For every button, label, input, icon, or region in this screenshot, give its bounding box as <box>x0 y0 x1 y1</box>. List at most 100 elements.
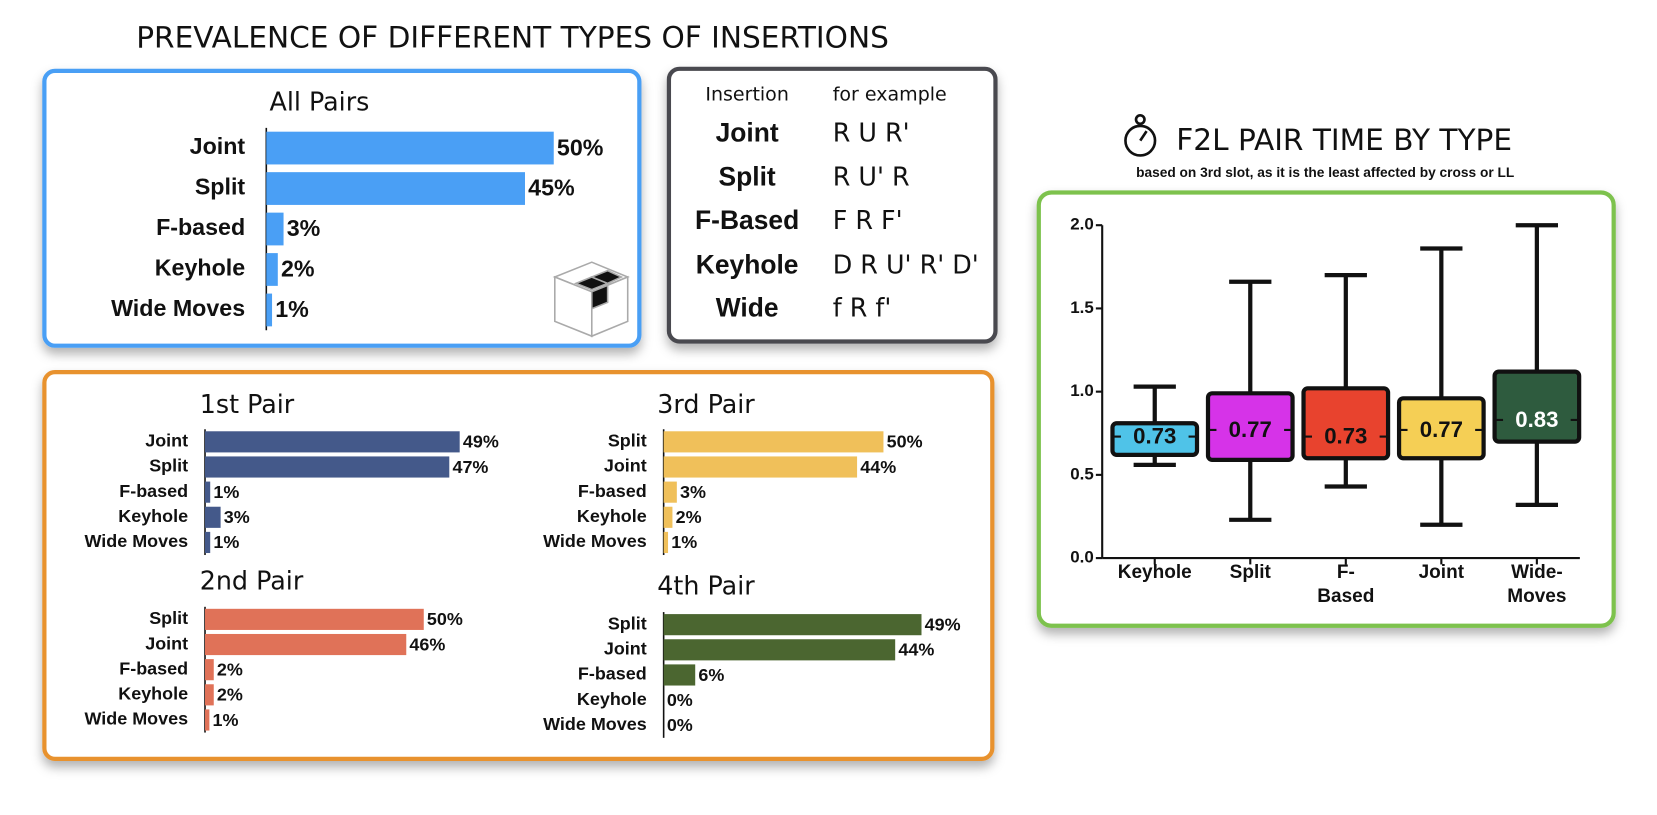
stopwatch-icon <box>1124 113 1157 157</box>
value-label: 44% <box>860 457 896 477</box>
value-label: 2% <box>217 685 243 705</box>
value-label: 49% <box>925 614 961 634</box>
table-cell: Split <box>719 162 776 192</box>
table-panel <box>666 66 998 344</box>
category-label: Joint <box>145 633 188 653</box>
bar <box>663 639 896 661</box>
category-label: F-based <box>156 214 245 240</box>
category-label: Joint <box>604 639 647 659</box>
box <box>1492 369 1582 444</box>
category-label: Split <box>149 456 188 476</box>
y-tick-label: 2.0 <box>1070 215 1093 234</box>
value-label: 46% <box>409 634 445 654</box>
x-tick-label: Wide-Moves <box>1507 562 1566 607</box>
box <box>1110 421 1200 458</box>
chart-subtitle: based on 3rd slot, as it is the least af… <box>1136 165 1514 180</box>
bar <box>205 709 210 731</box>
table-cell: F-Based <box>695 205 799 235</box>
chart-title: 3rd Pair <box>657 389 755 419</box>
x-tick-label: Joint <box>1419 562 1465 583</box>
category-label: Keyhole <box>577 506 647 526</box>
x-tick-label: F-Based <box>1317 562 1374 607</box>
category-label: Wide Moves <box>111 295 245 321</box>
bar <box>205 684 214 706</box>
table-cell: Wide <box>716 293 779 323</box>
table-cell: Joint <box>716 117 779 147</box>
x-tick-label: Keyhole <box>1118 562 1192 583</box>
cube-icon <box>552 261 630 338</box>
value-label: 49% <box>463 432 499 452</box>
table-header: for example <box>833 84 947 106</box>
value-label: 2% <box>676 507 702 527</box>
value-label: 50% <box>427 609 463 629</box>
chart-title: 1st Pair <box>200 389 295 419</box>
table-cell: F R F' <box>833 205 903 235</box>
bar <box>205 456 450 478</box>
value-label: 2% <box>281 256 315 282</box>
category-label: Joint <box>145 431 188 451</box>
table-cell: R U' R <box>833 162 910 192</box>
value-label: 3% <box>224 507 250 527</box>
category-label: Split <box>195 174 246 200</box>
main-title: PREVALENCE OF DIFFERENT TYPES OF INSERTI… <box>136 21 889 55</box>
bar <box>266 293 273 327</box>
value-label: 50% <box>557 134 604 160</box>
bar <box>205 608 424 630</box>
bar <box>205 633 407 656</box>
bar <box>663 506 673 528</box>
bar <box>266 131 554 165</box>
value-label: 45% <box>528 175 575 201</box>
category-label: Keyhole <box>118 506 188 526</box>
bar <box>663 614 922 636</box>
value-label: 3% <box>680 482 706 502</box>
value-label: 50% <box>887 432 923 452</box>
bar <box>205 531 211 554</box>
box <box>1301 386 1391 461</box>
value-label: 44% <box>898 640 934 660</box>
category-label: Split <box>149 608 188 628</box>
table-cell: Keyhole <box>696 249 799 279</box>
category-label: Keyhole <box>577 689 647 709</box>
category-label: Wide Moves <box>85 709 189 729</box>
bar <box>205 481 211 503</box>
value-label: 0% <box>667 690 693 710</box>
x-tick-label: Split <box>1230 562 1272 583</box>
category-label: Wide Moves <box>543 531 647 551</box>
category-label: F-based <box>578 664 647 684</box>
bar <box>663 664 696 686</box>
table-cell: R U R' <box>833 117 910 147</box>
chart-title: All Pairs <box>269 87 369 117</box>
chart-title: F2L PAIR TIME BY TYPE <box>1176 123 1512 157</box>
value-label: 3% <box>287 215 321 241</box>
bar <box>205 506 221 528</box>
category-label: Keyhole <box>118 684 188 704</box>
category-label: Wide Moves <box>85 531 189 551</box>
chart-title: 2nd Pair <box>200 565 304 595</box>
value-label: 2% <box>217 659 243 679</box>
category-label: Wide Moves <box>543 714 647 734</box>
category-label: Split <box>608 613 647 633</box>
bar <box>663 481 677 503</box>
bar <box>266 172 525 205</box>
value-label: 1% <box>275 296 309 322</box>
box <box>1396 396 1486 461</box>
bar <box>663 431 884 453</box>
value-label: 1% <box>671 532 697 552</box>
value-label: 1% <box>213 710 239 730</box>
table-cell: D R U' R' D' <box>833 249 979 279</box>
y-tick-label: 0.0 <box>1070 548 1093 567</box>
value-label: 1% <box>213 532 239 552</box>
median-label: 0.73 <box>1133 424 1176 449</box>
bar <box>663 456 858 478</box>
table: Insertion for example Joint R U R' Split… <box>695 84 979 323</box>
box <box>1205 391 1295 463</box>
category-label: Joint <box>604 456 647 476</box>
category-label: Joint <box>190 133 246 159</box>
category-label: F-based <box>119 658 188 678</box>
category-label: F-based <box>578 481 647 501</box>
y-tick-label: 1.5 <box>1070 298 1093 317</box>
median-label: 0.77 <box>1420 417 1463 442</box>
chart-title: 4th Pair <box>657 571 755 601</box>
value-label: 6% <box>698 665 724 685</box>
